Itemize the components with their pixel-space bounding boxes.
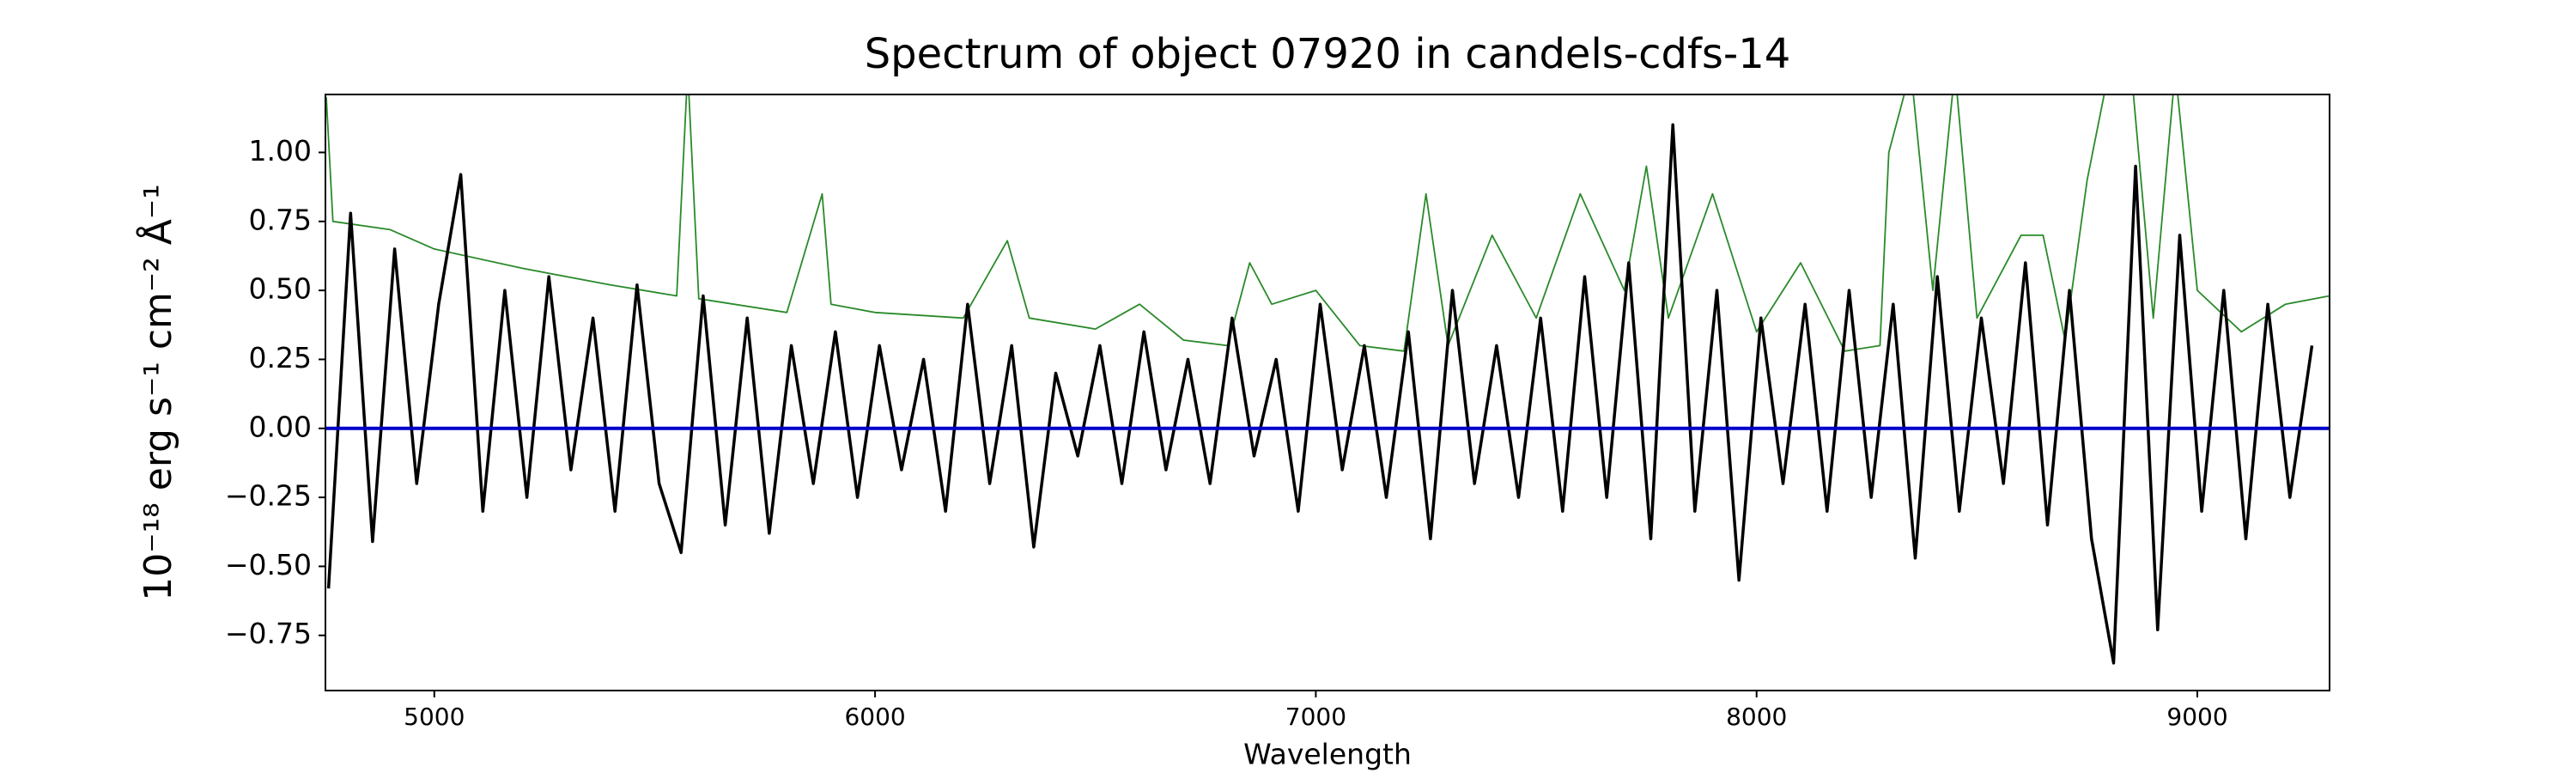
series-line	[326, 123, 2314, 665]
y-tick-label: 1.00	[249, 134, 312, 167]
chart-title: Spectrum of object 07920 in candels-cdfs…	[865, 30, 1791, 78]
x-axis-label: Wavelength	[1243, 738, 1412, 771]
plot-frame	[325, 94, 2330, 691]
x-tick-label: 8000	[1726, 703, 1787, 731]
y-tick-label: 0.25	[249, 341, 312, 374]
x-tick-label: 6000	[844, 703, 905, 731]
y-axis-label: 10⁻¹⁸ erg s⁻¹ cm⁻² Å⁻¹	[135, 184, 180, 600]
y-tick-label: 0.00	[249, 410, 312, 443]
y-tick-label: 0.50	[249, 272, 312, 306]
y-tick-label: −0.25	[225, 479, 312, 513]
y-tick-label: −0.50	[225, 548, 312, 581]
x-tick-label: 5000	[404, 703, 465, 731]
x-tick-label: 7000	[1285, 703, 1346, 731]
y-tick-label: −0.75	[225, 617, 312, 650]
y-tick-label: 0.75	[249, 203, 312, 236]
x-tick-label: 9000	[2166, 703, 2227, 731]
